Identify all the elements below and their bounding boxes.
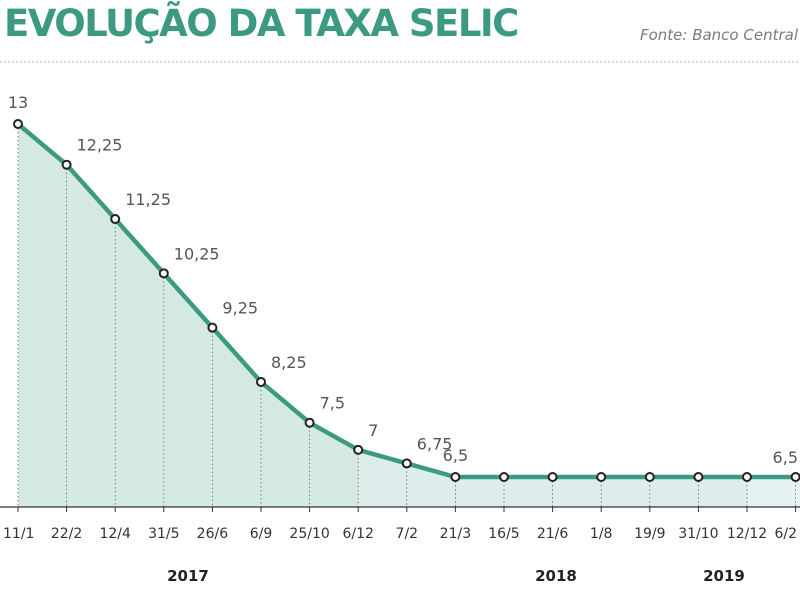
x-tick-label: 6/9 — [250, 526, 273, 542]
data-point — [644, 472, 655, 482]
x-tick-label: 1/8 — [590, 526, 613, 542]
x-tick-label: 7/2 — [396, 526, 419, 542]
data-point — [256, 376, 266, 387]
data-point — [61, 159, 72, 170]
data-point — [158, 268, 169, 279]
x-tick-label: 31/5 — [148, 526, 179, 542]
data-point — [207, 322, 218, 333]
data-point — [596, 472, 607, 482]
x-tick-label: 25/10 — [289, 526, 329, 542]
x-tick-label: 12/12 — [727, 526, 767, 542]
value-label: 7,5 — [320, 394, 345, 413]
area-2017 — [18, 124, 359, 507]
data-point — [353, 444, 364, 455]
data-point — [13, 119, 23, 129]
value-label: 6,5 — [443, 446, 468, 465]
value-label: 10,25 — [174, 244, 220, 263]
data-point — [110, 214, 121, 225]
value-label: 6,75 — [417, 434, 453, 453]
x-tick-label: 19/9 — [634, 526, 665, 542]
x-tick-label: 6/2 — [774, 526, 797, 542]
data-point — [693, 472, 704, 482]
year-label-2019: 2019 — [703, 567, 745, 585]
data-point — [499, 472, 509, 482]
data-point — [547, 472, 558, 482]
x-tick-label: 21/3 — [440, 526, 471, 542]
value-label: 8,25 — [271, 353, 307, 372]
value-label: 7 — [368, 421, 378, 440]
value-label: 11,25 — [125, 190, 171, 209]
data-point — [401, 458, 412, 469]
chart-source: Fonte: Banco Central — [639, 26, 798, 44]
year-label-2017: 2017 — [167, 567, 209, 585]
data-point — [790, 472, 800, 482]
data-point — [742, 472, 752, 482]
value-label: 6,5 — [773, 448, 798, 467]
x-tick-label: 22/2 — [51, 526, 82, 542]
data-point — [304, 417, 315, 428]
x-tick-label: 31/10 — [678, 526, 718, 542]
year-label-2018: 2018 — [535, 567, 577, 585]
x-tick-label: 12/4 — [99, 526, 131, 542]
value-label: 9,25 — [222, 299, 258, 318]
data-point — [450, 472, 461, 482]
value-label: 12,25 — [77, 136, 123, 155]
x-tick-label: 6/12 — [342, 526, 373, 542]
x-tick-label: 21/6 — [537, 526, 569, 542]
area-2019 — [747, 477, 800, 507]
chart-title: EVOLUÇÃO DA TAXA SELIC — [4, 2, 519, 45]
x-tick-label: 26/6 — [197, 526, 229, 542]
x-tick-label: 11/1 — [3, 526, 34, 542]
value-label: 13 — [8, 93, 28, 112]
x-tick-label: 16/5 — [488, 526, 519, 542]
